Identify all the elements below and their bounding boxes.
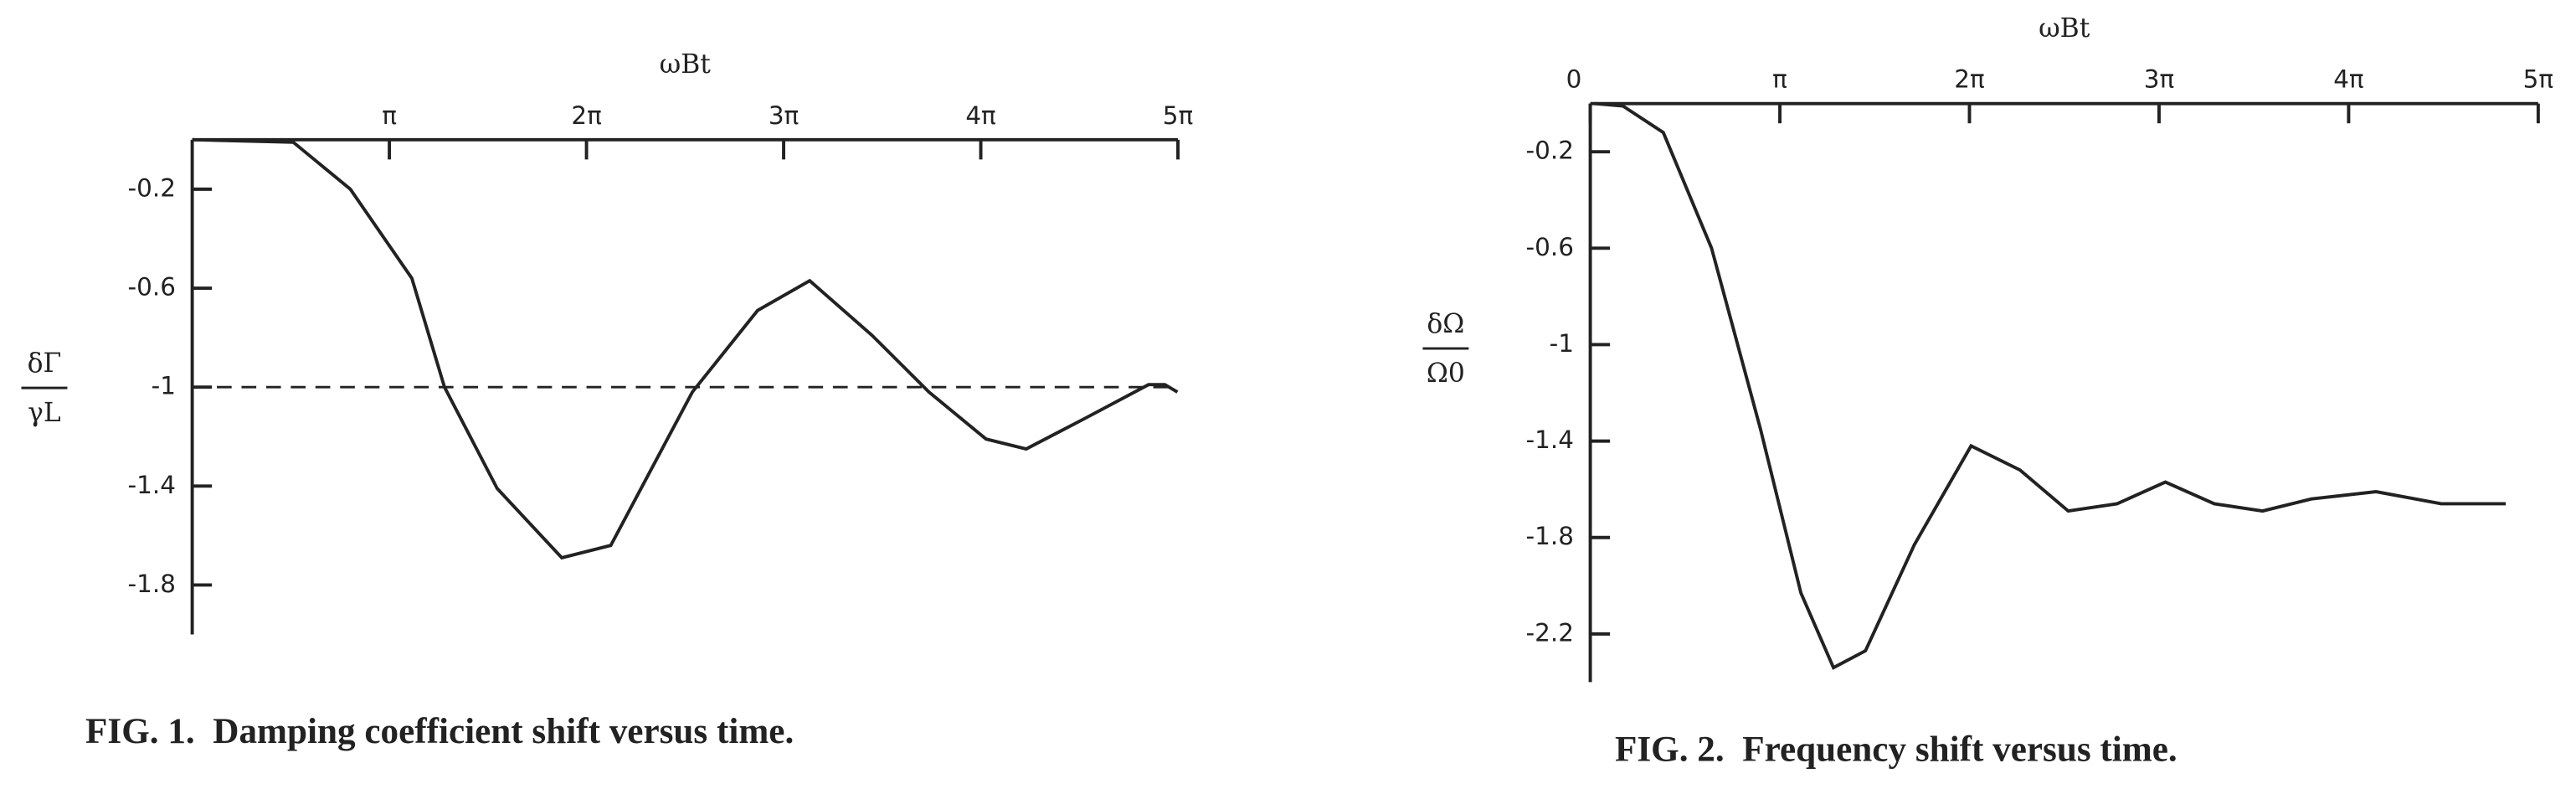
x-tick-label: 2π [571, 101, 601, 130]
caption: FIG. 2. Frequency shift versus time. [1615, 730, 2178, 770]
y-tick-label: -1.8 [128, 570, 176, 598]
y-label-numerator: δΓ [28, 348, 62, 379]
y-tick-label: -0.6 [128, 273, 176, 302]
x-tick-label: 4π [965, 101, 995, 130]
y-tick-label: -0.6 [1526, 233, 1574, 261]
caption: FIG. 1. Damping coefficient shift versus… [85, 712, 794, 751]
x-tick-label: 0 [1566, 65, 1582, 94]
y-label-denominator: Ω0 [1427, 358, 1465, 389]
y-label-denominator: γL [28, 398, 61, 428]
x-tick-label: 5π [2523, 65, 2553, 94]
data-line [192, 137, 1179, 560]
y-tick-label: -1 [1550, 329, 1574, 358]
x-tick-label: 4π [2333, 65, 2363, 94]
x-tick-label: 5π [1163, 101, 1193, 130]
x-axis-label: ωBt [660, 49, 712, 80]
y-tick-label: -2.2 [1526, 618, 1574, 647]
y-tick-label: -1.8 [1526, 522, 1574, 550]
y-label-numerator: δΩ [1427, 309, 1464, 339]
x-tick-label: π [382, 101, 397, 130]
x-axis-label: ωBt [2039, 13, 2090, 44]
x-tick-label: π [1772, 65, 1787, 94]
data-line [1595, 101, 2507, 670]
y-tick-label: -1.4 [1526, 425, 1574, 454]
x-tick-label: 3π [769, 101, 799, 130]
y-tick-label: -1 [152, 372, 176, 400]
y-tick-label: -0.2 [1526, 137, 1574, 165]
x-tick-label: 2π [1954, 65, 1984, 94]
y-tick-label: -0.2 [128, 173, 176, 202]
y-tick-label: -1.4 [128, 471, 176, 499]
x-tick-label: 3π [2144, 65, 2174, 94]
